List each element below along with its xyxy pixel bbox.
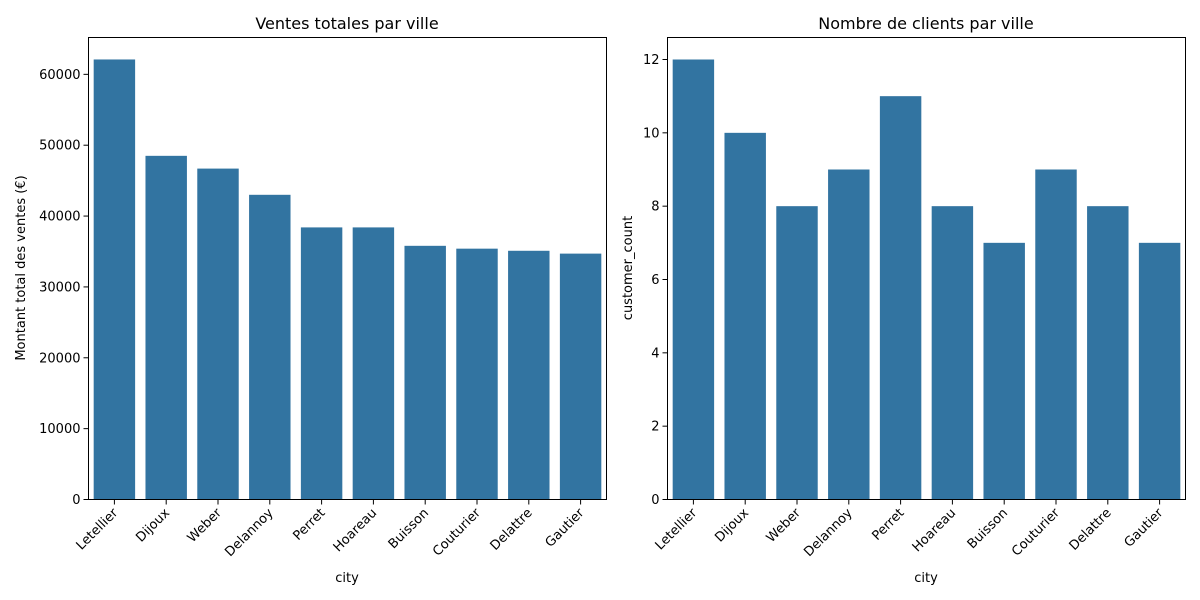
customers-chart-bar-weber xyxy=(776,206,818,500)
sales-chart-bar-delannoy xyxy=(249,194,291,500)
sales-chart-bar-letellier xyxy=(93,59,136,500)
customers-chart-y-tick-label: 6 xyxy=(651,273,659,288)
customers-chart-x-tick-label: Delannoy xyxy=(801,506,855,560)
sales-chart-x-tick-label: Delattre xyxy=(488,506,536,554)
sales-chart-x-tick-label: Letellier xyxy=(74,505,122,553)
customers-chart-x-tick-label: Couturier xyxy=(1009,505,1063,559)
customers-chart-y-tick-label: 4 xyxy=(651,346,659,361)
sales-chart-bar-buisson xyxy=(404,245,446,500)
customers-chart-x-tick-label: Letellier xyxy=(653,505,701,553)
sales-chart-y-tick-label: 20000 xyxy=(39,351,80,366)
sales-chart-y-tick-label: 50000 xyxy=(39,139,80,154)
customers-chart-bar-hoareau xyxy=(931,206,974,500)
sales-chart-bars xyxy=(93,59,602,500)
sales-chart-x-tick-label: Couturier xyxy=(430,505,484,559)
sales-chart-y-tick-label: 10000 xyxy=(39,422,80,437)
sales-chart-y-ticks: 0 10000 20000 30000 40000 50000 60000 xyxy=(39,68,89,508)
customers-chart-bars xyxy=(672,59,1181,500)
sales-chart-x-tick-label: Delannoy xyxy=(222,506,276,560)
sales-chart-bar-gautier xyxy=(559,253,602,500)
customers-chart-ylabel: customer_count xyxy=(621,216,636,320)
customers-chart-x-tick-label: Dijoux xyxy=(712,506,752,546)
customers-chart-xlabel: city xyxy=(914,571,938,586)
sales-chart-bar-perret xyxy=(300,227,343,500)
customers-chart-bar-gautier xyxy=(1138,242,1181,500)
sales-chart-y-tick-label: 0 xyxy=(72,493,80,508)
customers-chart-bar-letellier xyxy=(672,59,715,500)
customers-chart-y-tick-label: 2 xyxy=(651,420,659,435)
customers-chart-frame xyxy=(667,37,1186,500)
sales-chart-bar-dijoux xyxy=(145,155,187,500)
sales-chart-bar-couturier xyxy=(456,248,498,500)
sales-chart-bar-hoareau xyxy=(352,227,395,500)
customers-chart-x-tick-label: Perret xyxy=(869,506,907,544)
customers-chart-bar-buisson xyxy=(983,242,1025,500)
sales-chart-xlabel: city xyxy=(335,571,359,586)
customers-chart-x-tick-label: Weber xyxy=(764,505,805,546)
customers-chart-bar-delannoy xyxy=(828,169,870,500)
sales-chart-x-tick-label: Perret xyxy=(290,506,328,544)
customers-chart-bar-delattre xyxy=(1087,206,1129,500)
sales-chart-y-tick-label: 60000 xyxy=(39,68,80,83)
sales-chart-panel: Ventes totales par ville Montant total d… xyxy=(14,14,607,586)
customers-chart-x-tick-label: Hoareau xyxy=(910,506,959,555)
sales-chart-frame xyxy=(88,37,607,500)
customers-chart-x-tick-label: Gautier xyxy=(1122,505,1167,550)
sales-chart-x-tick-label: Weber xyxy=(185,505,226,546)
sales-chart-x-tick-label: Hoareau xyxy=(331,506,380,555)
sales-chart-x-tick-label: Dijoux xyxy=(133,506,173,546)
sales-chart-x-tick-label: Gautier xyxy=(543,505,588,550)
customers-chart-bar-perret xyxy=(879,96,922,500)
sales-chart-y-tick-label: 30000 xyxy=(39,280,80,295)
customers-chart-y-tick-label: 8 xyxy=(651,200,659,215)
sales-chart-title: Ventes totales par ville xyxy=(255,14,438,33)
customers-chart-bar-dijoux xyxy=(724,132,766,500)
sales-chart-bar-delattre xyxy=(508,250,550,500)
customers-chart-y-tick-label: 12 xyxy=(643,53,660,68)
customers-chart-bar-couturier xyxy=(1035,169,1077,500)
customers-chart-x-tick-label: Delattre xyxy=(1067,506,1115,554)
customers-chart-title: Nombre de clients par ville xyxy=(818,14,1033,33)
sales-chart-ylabel: Montant total des ventes (€) xyxy=(14,175,29,360)
sales-chart-bar-weber xyxy=(197,168,239,500)
customers-chart-y-tick-label: 10 xyxy=(643,126,660,141)
customers-chart-x-tick-label: Buisson xyxy=(965,506,1011,552)
sales-chart-y-tick-label: 40000 xyxy=(39,210,80,225)
customers-chart-panel: Nombre de clients par ville customer_cou… xyxy=(621,14,1186,586)
customers-chart-y-tick-label: 0 xyxy=(651,493,659,508)
sales-chart-x-tick-label: Buisson xyxy=(386,506,432,552)
customers-chart-y-ticks: 0 2 4 6 8 10 12 xyxy=(643,53,668,508)
